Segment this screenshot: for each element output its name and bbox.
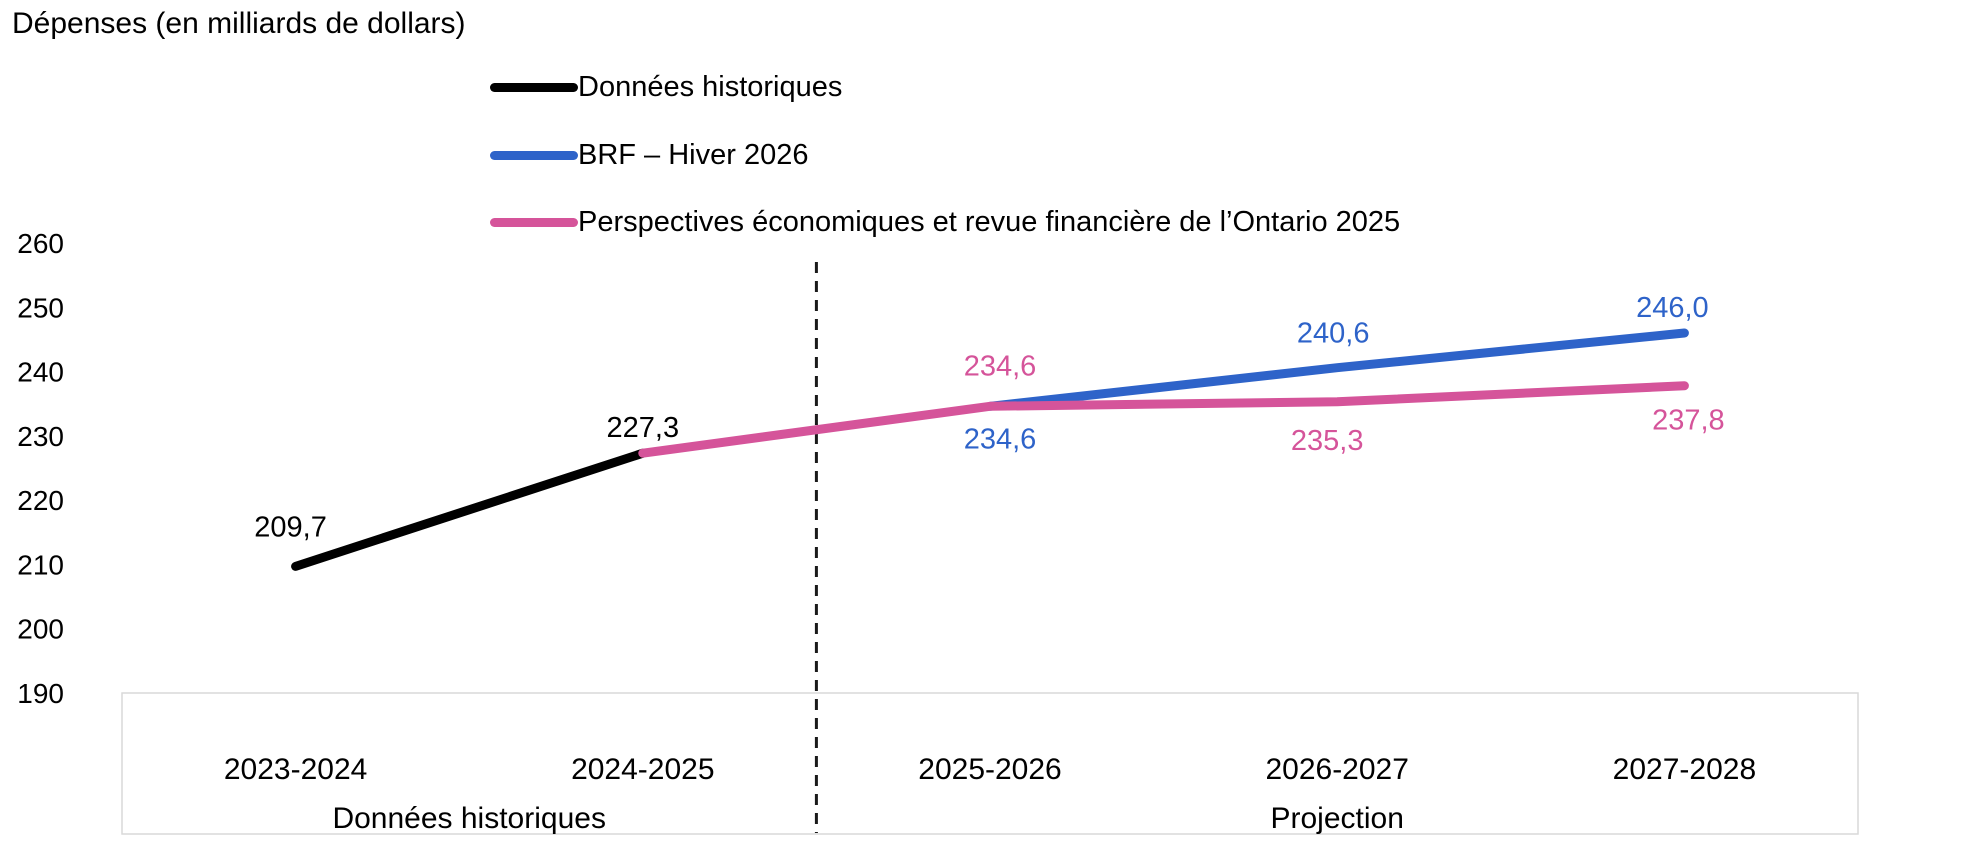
x-category-label: 2025-2026 <box>918 753 1061 786</box>
data-label: 246,0 <box>1636 292 1709 324</box>
legend-item-0: Données historiques <box>490 70 842 104</box>
data-label: 237,8 <box>1652 405 1725 437</box>
data-label: 234,6 <box>964 350 1037 382</box>
data-label: 235,3 <box>1291 425 1364 457</box>
y-tick-label: 260 <box>17 228 64 259</box>
legend-item-label: BRF – Hiver 2026 <box>578 138 809 171</box>
data-label: 227,3 <box>607 412 680 444</box>
section-label: Projection <box>1270 802 1403 835</box>
series-line-2 <box>638 381 1689 458</box>
data-label: 240,6 <box>1297 318 1370 350</box>
section-label: Données historiques <box>332 802 606 835</box>
y-tick-label: 250 <box>17 292 64 323</box>
legend-swatch <box>490 217 578 227</box>
axis-box <box>121 692 1859 835</box>
chart-title: Dépenses (en milliards de dollars) <box>12 7 466 40</box>
legend-item-2: Perspectives économiques et revue financ… <box>490 205 1400 239</box>
data-label: 209,7 <box>254 511 327 543</box>
y-tick-label: 190 <box>17 678 64 709</box>
x-category-label: 2024-2025 <box>571 753 714 786</box>
series-line-1 <box>985 328 1689 411</box>
x-category-label: 2026-2027 <box>1265 753 1408 786</box>
x-category-label: 2023-2024 <box>224 753 367 786</box>
legend-item-label: Perspectives économiques et revue financ… <box>578 205 1401 238</box>
y-tick-label: 210 <box>17 549 64 580</box>
y-tick-label: 240 <box>17 357 64 388</box>
legend-swatch <box>490 82 578 92</box>
y-tick-label: 200 <box>17 614 64 645</box>
y-tick-label: 220 <box>17 485 64 516</box>
series-line-0 <box>291 448 648 571</box>
legend-item-1: BRF – Hiver 2026 <box>490 138 809 172</box>
legend-swatch <box>490 150 578 160</box>
data-label: 234,6 <box>964 423 1037 455</box>
legend-item-label: Données historiques <box>578 70 843 103</box>
x-category-label: 2027-2028 <box>1613 753 1756 786</box>
y-tick-label: 230 <box>17 421 64 452</box>
